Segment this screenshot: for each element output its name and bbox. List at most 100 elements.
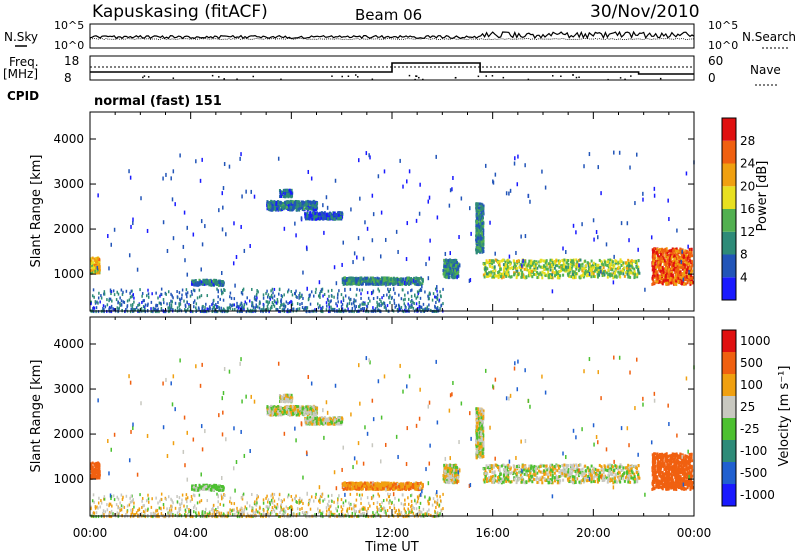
power-cell xyxy=(121,308,123,312)
power-cell xyxy=(636,275,639,279)
power-cell xyxy=(160,308,163,312)
power-cell xyxy=(581,269,584,273)
power-cell xyxy=(549,268,552,272)
power-cell xyxy=(597,266,600,270)
power-cell xyxy=(305,200,308,204)
power-cell xyxy=(290,208,293,212)
power-cell xyxy=(407,279,410,283)
power-cell xyxy=(353,280,356,284)
power-cell xyxy=(476,234,479,238)
power-cell xyxy=(587,264,590,268)
nave-dot xyxy=(551,75,554,77)
power-cell xyxy=(295,208,298,212)
power-cell xyxy=(303,201,306,205)
power-cell xyxy=(266,200,269,204)
power-cell xyxy=(492,179,494,184)
power-cell xyxy=(218,307,220,311)
power-cell xyxy=(399,158,401,163)
power-cell xyxy=(434,287,437,291)
power-cell xyxy=(392,282,395,286)
power-cell xyxy=(411,298,413,302)
nave-dot xyxy=(211,74,214,77)
power-cell xyxy=(659,275,662,279)
power-cell xyxy=(312,215,315,219)
power-cell xyxy=(406,276,409,280)
power-cell xyxy=(666,258,669,262)
power-cell xyxy=(216,310,219,314)
power-cell xyxy=(577,258,580,262)
nave-dot xyxy=(607,78,609,81)
power-cell xyxy=(163,301,165,305)
nsky-panel: N.Sky 10^5 10^0 10^5 10^0 N.Search xyxy=(4,19,796,52)
power-cell xyxy=(231,303,234,307)
velocity-cell xyxy=(209,488,212,492)
power-cell xyxy=(583,267,586,271)
power-cell xyxy=(333,217,336,221)
power-cell xyxy=(296,200,299,204)
power-cell xyxy=(633,275,636,279)
power-cell xyxy=(569,258,572,262)
power-cell xyxy=(195,306,197,310)
power-cell xyxy=(213,306,216,310)
power-cell xyxy=(657,264,660,268)
power-cell xyxy=(573,270,576,274)
power-cell xyxy=(613,271,616,275)
power-cell xyxy=(565,250,567,255)
power-cell xyxy=(426,308,429,312)
power-cell xyxy=(490,259,493,263)
power-cell xyxy=(481,212,484,216)
power-cell xyxy=(642,197,644,202)
power-cell xyxy=(222,298,225,302)
power-ytick-label: 4000 xyxy=(53,132,84,146)
power-cell xyxy=(484,267,487,271)
power-cell xyxy=(630,262,633,266)
power-cell xyxy=(342,298,345,302)
power-cell xyxy=(296,302,299,306)
nave-dot xyxy=(172,77,175,79)
power-cell xyxy=(543,268,546,272)
power-cell xyxy=(285,300,288,304)
power-cell xyxy=(604,263,607,267)
power-cell xyxy=(162,176,164,181)
power-cell xyxy=(691,276,694,280)
velocity-cell xyxy=(95,476,98,480)
power-cell xyxy=(338,308,340,312)
power-cell xyxy=(412,306,415,310)
power-cell xyxy=(320,211,323,215)
velocity-cell xyxy=(193,488,196,492)
power-cell xyxy=(374,282,377,286)
power-cell xyxy=(515,276,518,280)
power-cell xyxy=(91,294,94,298)
power-cell xyxy=(298,307,301,311)
velocity-cell xyxy=(198,483,201,487)
power-cell xyxy=(245,302,248,306)
power-cell xyxy=(221,191,224,196)
power-cell xyxy=(215,310,218,314)
power-cell xyxy=(154,307,157,311)
power-cell xyxy=(498,269,501,273)
power-cell xyxy=(451,264,454,268)
power-cell xyxy=(96,260,99,264)
power-cell xyxy=(435,301,437,305)
power-cell xyxy=(280,205,283,209)
power-cell xyxy=(102,306,104,310)
power-cell xyxy=(131,306,134,310)
power-cell xyxy=(476,231,479,235)
power-cell xyxy=(237,306,240,310)
power-cell xyxy=(480,231,483,235)
velocity-cell xyxy=(91,469,94,473)
power-cell xyxy=(489,220,491,225)
power-cell xyxy=(345,277,348,281)
power-cell xyxy=(587,270,590,274)
power-cell xyxy=(676,262,679,266)
power-cell xyxy=(502,275,505,279)
power-cell xyxy=(368,279,371,283)
power-cell xyxy=(129,175,132,180)
power-cell xyxy=(556,276,559,280)
power-cell xyxy=(399,308,402,312)
power-cell xyxy=(451,272,454,276)
power-cell xyxy=(631,266,634,270)
power-cell xyxy=(539,271,542,275)
power-cell xyxy=(618,266,621,270)
power-cell xyxy=(360,282,363,286)
